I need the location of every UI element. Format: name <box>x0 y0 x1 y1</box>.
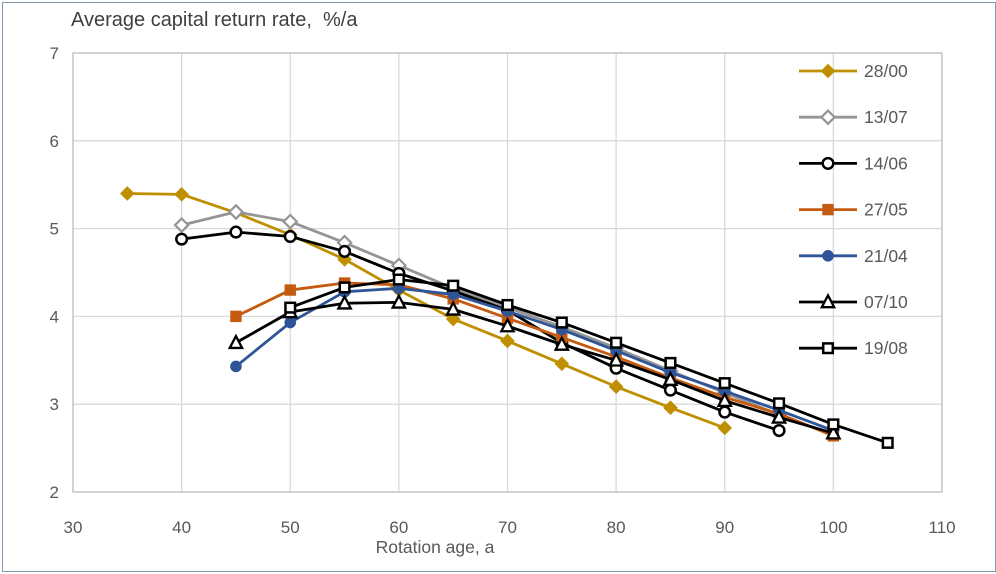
x-tick-label: 40 <box>172 518 191 537</box>
series-07-10-marker <box>553 335 570 351</box>
legend-label: 07/10 <box>864 292 908 312</box>
series-14-06-line <box>181 230 780 432</box>
series-07-10-marker <box>825 424 842 440</box>
series-21-04-marker <box>230 360 242 373</box>
x-tick-label: 110 <box>928 518 955 537</box>
x-axis-title: Rotation age, a <box>375 537 495 557</box>
x-tick-label: 30 <box>64 518 83 537</box>
legend-label: 19/08 <box>864 338 908 358</box>
series-07-10-marker <box>227 333 245 350</box>
series-28-00-marker <box>820 63 836 79</box>
series-28-00-marker <box>608 379 624 394</box>
series-13-07-marker <box>173 216 190 234</box>
series-19-08-marker <box>827 418 840 431</box>
series-19-08-marker <box>338 281 351 294</box>
x-tick-label: 70 <box>498 518 517 537</box>
series-19-08-marker <box>392 273 405 286</box>
x-tick-label: 80 <box>607 518 626 537</box>
legend-label: 27/05 <box>864 200 908 220</box>
series-13-07-marker <box>227 203 245 221</box>
series-19-08-marker <box>284 301 297 314</box>
series-19-08-marker <box>664 356 677 369</box>
series-07-10-marker <box>336 294 353 310</box>
series-28-00-marker <box>337 252 352 267</box>
series-19-08-marker <box>821 342 835 355</box>
series-19-08-marker <box>555 316 568 329</box>
x-tick-label: 90 <box>715 518 734 537</box>
series-19-08-marker <box>447 279 460 292</box>
series-07-10-marker <box>716 391 733 408</box>
legend-label: 13/07 <box>864 107 908 127</box>
series-19-08-line <box>289 278 889 445</box>
series-14-06-marker <box>175 232 189 246</box>
x-tick-label: 60 <box>389 518 408 537</box>
series-28-00-marker <box>500 333 515 349</box>
series-28-00-marker <box>663 400 678 416</box>
series-13-07-marker <box>819 109 837 126</box>
series-27-05-marker <box>822 203 834 216</box>
series-07-10-marker <box>819 292 837 309</box>
series-13-07-marker <box>282 213 299 230</box>
series-27-05-marker <box>284 284 296 296</box>
series-14-06-marker <box>821 156 835 170</box>
series-14-06-marker <box>718 405 732 419</box>
series-14-06-marker <box>283 229 297 244</box>
series-27-05-line <box>235 281 834 438</box>
y-tick-label: 4 <box>50 307 59 326</box>
y-tick-label: 5 <box>50 220 59 239</box>
series-28-00-marker <box>174 187 189 202</box>
x-tick-label: 100 <box>819 518 847 537</box>
series-28-00-marker <box>554 356 570 372</box>
series-21-04-marker <box>284 316 297 329</box>
series-07-10-marker <box>770 408 788 424</box>
series-27-05-marker <box>230 310 242 323</box>
series-07-10-marker <box>390 293 407 309</box>
series-19-08-marker <box>773 397 786 410</box>
series-19-08-marker <box>881 436 894 449</box>
y-tick-label: 6 <box>50 132 59 151</box>
plot-border <box>72 52 943 493</box>
series-19-08-marker <box>610 336 623 349</box>
line-chart-canvas: 2 3 4 5 6 7 30 40 50 60 70 80 90 100 110 28/00 13/07 14/0… <box>50 44 956 537</box>
legend-label: 21/04 <box>864 246 908 266</box>
series-07-10-marker <box>499 316 516 333</box>
series-07-10-marker <box>608 351 625 367</box>
series-19-08-marker <box>501 298 514 312</box>
series-07-10-line <box>235 300 834 435</box>
series-28-00-marker <box>120 186 135 201</box>
series-28-00-marker <box>445 311 461 327</box>
chart-title: Average capital return rate, %/a <box>71 9 358 31</box>
x-tick-label: 50 <box>281 518 300 537</box>
y-tick-label: 7 <box>50 44 59 63</box>
series-14-06-marker <box>663 383 677 397</box>
y-tick-label: 3 <box>50 395 59 414</box>
series-19-08-marker <box>718 377 731 390</box>
legend-label: 28/00 <box>864 61 908 81</box>
series-07-10-marker <box>445 300 462 316</box>
legend-label: 14/06 <box>864 153 908 173</box>
series-14-06-marker <box>772 423 786 438</box>
series-21-04-marker <box>822 250 834 262</box>
series-14-06-marker <box>229 225 243 239</box>
y-tick-label: 2 <box>50 483 59 502</box>
series-07-10-marker <box>662 370 679 386</box>
series-14-06-marker <box>338 244 352 258</box>
series-28-00-marker <box>717 420 733 436</box>
series-21-04-line <box>235 286 834 432</box>
